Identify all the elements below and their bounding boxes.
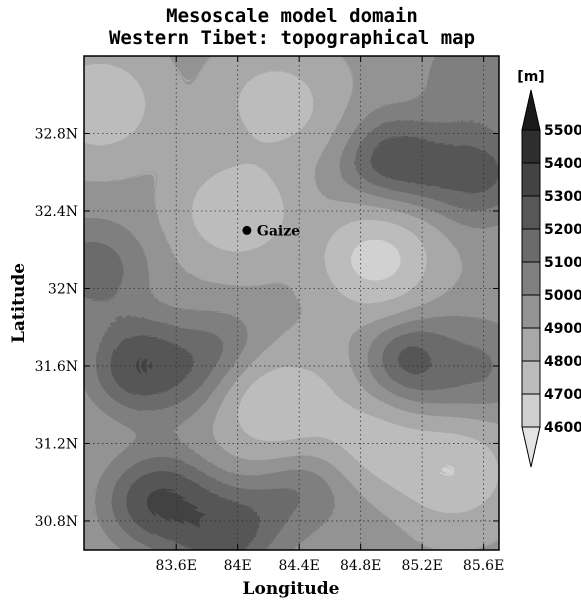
- colorbar-band: [521, 162, 541, 197]
- terrain-feature-19: [293, 496, 398, 550]
- colorbar-level-label: 5300: [544, 189, 581, 205]
- map-frame: [83, 55, 500, 551]
- colorbar-band: [521, 195, 541, 230]
- station-label: Gaize: [257, 223, 300, 239]
- colorbar-level-label: 5400: [544, 156, 581, 172]
- title-line-2: Western Tibet: topographical map: [109, 27, 475, 49]
- colorbar-level-label: 4900: [544, 321, 581, 337]
- y-tick-label: 32N: [48, 281, 78, 297]
- y-axis-label: Latitude: [9, 263, 29, 343]
- x-tick-label: 85.6E: [463, 558, 504, 574]
- terrain-feature-0: [84, 60, 152, 149]
- axis-ticks: 83.6E 84E 84.4E 84.8E 85.2E 85.6E 32.8N 32.4N 32…: [35, 56, 504, 574]
- y-tick-label: 31.2N: [35, 436, 78, 452]
- colorbar-level-label: 4800: [544, 354, 581, 370]
- x-tick-label: 84.4E: [278, 558, 319, 574]
- title-line-1: Mesoscale model domain: [166, 5, 418, 27]
- x-tick-label: 83.6E: [156, 558, 197, 574]
- terrain-feature-4: [423, 128, 499, 217]
- colorbar-level-label: 5000: [544, 288, 581, 304]
- x-tick-label: 85.2E: [401, 558, 442, 574]
- colorbar-level-label: 5500: [544, 123, 581, 139]
- colorbar-band: [521, 360, 541, 395]
- x-axis-label: Longitude: [243, 579, 340, 599]
- y-tick-label: 30.8N: [35, 514, 78, 530]
- colorbar-band: [521, 129, 541, 164]
- terrain-feature-13: [423, 322, 499, 410]
- terrain-feature-7: [84, 225, 144, 314]
- colorbar-top-arrow: [521, 89, 541, 131]
- colorbar-unit: [m]: [517, 69, 544, 85]
- y-tick-label: 31.6N: [35, 359, 78, 375]
- terrain-feature-6: [324, 215, 428, 304]
- colorbar-band: [521, 327, 541, 362]
- colorbar-band: [521, 228, 541, 263]
- station-dot: [242, 225, 252, 235]
- terrain-feature-2: [423, 56, 499, 120]
- terrain-feature-17: [170, 486, 275, 550]
- colorbar-band: [521, 294, 541, 329]
- colorbar-level-label: 5200: [544, 222, 581, 238]
- topography-map: 83.6E 84E 84.4E 84.8E 85.2E 85.6E 32.8N 32.4N 32…: [35, 55, 504, 574]
- x-tick-label: 84E: [224, 558, 252, 574]
- colorbar-level-label: 4700: [544, 387, 581, 403]
- colorbar: [m] 5500 5400 5300 5200 5100 5000 4900 4800 4700…: [517, 69, 581, 468]
- colorbar-bottom-arrow: [521, 426, 541, 468]
- terrain-feature-15: [400, 428, 499, 517]
- station-marker: Gaize: [242, 223, 300, 239]
- y-tick-label: 32.8N: [35, 126, 78, 142]
- terrain-feature-3: [347, 118, 452, 207]
- x-tick-label: 84.8E: [340, 558, 381, 574]
- grid-lines: [84, 56, 499, 550]
- colorbar-band: [521, 393, 541, 428]
- terrain-feature-1: [224, 60, 329, 149]
- colorbar-level-label: 4600: [544, 420, 581, 436]
- terrain-features: [84, 56, 499, 550]
- y-tick-label: 32.4N: [35, 204, 78, 220]
- colorbar-band: [521, 261, 541, 296]
- colorbar-level-label: 5100: [544, 255, 581, 271]
